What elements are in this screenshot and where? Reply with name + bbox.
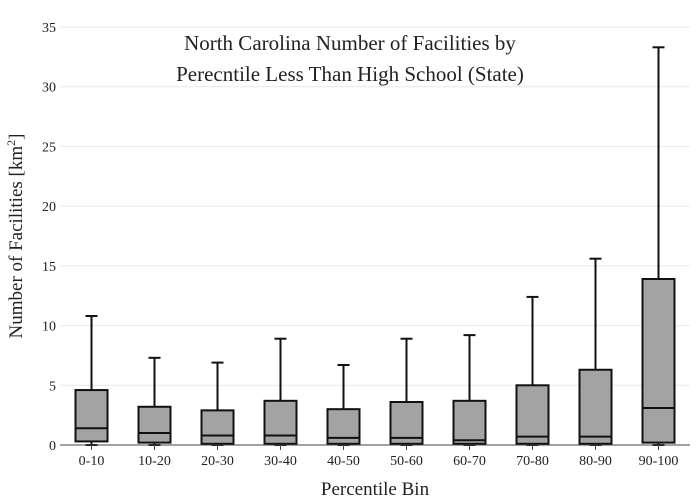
box-iqr	[200, 409, 235, 445]
box-iqr	[263, 399, 298, 445]
y-axis-title-main: Number of Facilities [km	[6, 146, 27, 339]
chart-title-line-1: North Carolina Number of Facilities by	[184, 31, 516, 55]
y-tick-label: 0	[49, 439, 56, 454]
y-axis-title: Number of Facilities [km2]	[4, 134, 27, 339]
y-axis-title-end: ]	[6, 134, 27, 140]
y-tick-label: 5	[49, 379, 56, 394]
box-80-90	[578, 257, 613, 446]
box-iqr	[578, 368, 613, 445]
y-tick-label: 15	[42, 260, 56, 275]
y-tick-label: 35	[42, 21, 56, 36]
grid-lines	[60, 26, 690, 386]
y-tick-label: 10	[42, 320, 56, 335]
x-tick-label: 30-40	[264, 454, 297, 469]
box-20-30	[200, 361, 235, 446]
box-40-50	[326, 363, 361, 446]
box-iqr	[515, 384, 550, 445]
y-tick-label: 20	[42, 200, 56, 215]
x-tick-label: 0-10	[79, 454, 105, 469]
x-tick-label: 90-100	[639, 454, 679, 469]
y-axis-title-sup: 2	[4, 140, 18, 146]
y-tick-label: 30	[42, 81, 56, 96]
box-0-10	[74, 315, 109, 446]
x-tick-label: 50-60	[390, 454, 423, 469]
x-tick-label: 60-70	[453, 454, 486, 469]
x-tick-label: 40-50	[327, 454, 360, 469]
x-tick-label: 70-80	[516, 454, 549, 469]
box-30-40	[263, 337, 298, 446]
chart-title-line-2: Perecntile Less Than High School (State)	[176, 62, 524, 86]
x-axis-ticks: 0-10 10-20 20-30 30-40 40-50 50-60 60-70 70-80 8…	[79, 445, 679, 469]
box-iqr	[641, 277, 676, 444]
box-70-80	[515, 295, 550, 446]
y-tick-label: 25	[42, 140, 56, 155]
box-iqr	[137, 405, 172, 444]
boxes	[74, 46, 676, 446]
box-90-100	[641, 46, 676, 446]
x-tick-label: 80-90	[579, 454, 612, 469]
box-iqr	[74, 389, 109, 443]
x-axis-title: Percentile Bin	[321, 479, 430, 500]
box-50-60	[389, 337, 424, 446]
box-60-70	[452, 334, 487, 446]
x-tick-label: 20-30	[201, 454, 234, 469]
y-axis-ticks: 0 5 10 15 20 25 30 35	[42, 21, 56, 454]
x-tick-label: 10-20	[138, 454, 171, 469]
box-iqr	[452, 399, 487, 445]
box-10-20	[137, 356, 172, 446]
